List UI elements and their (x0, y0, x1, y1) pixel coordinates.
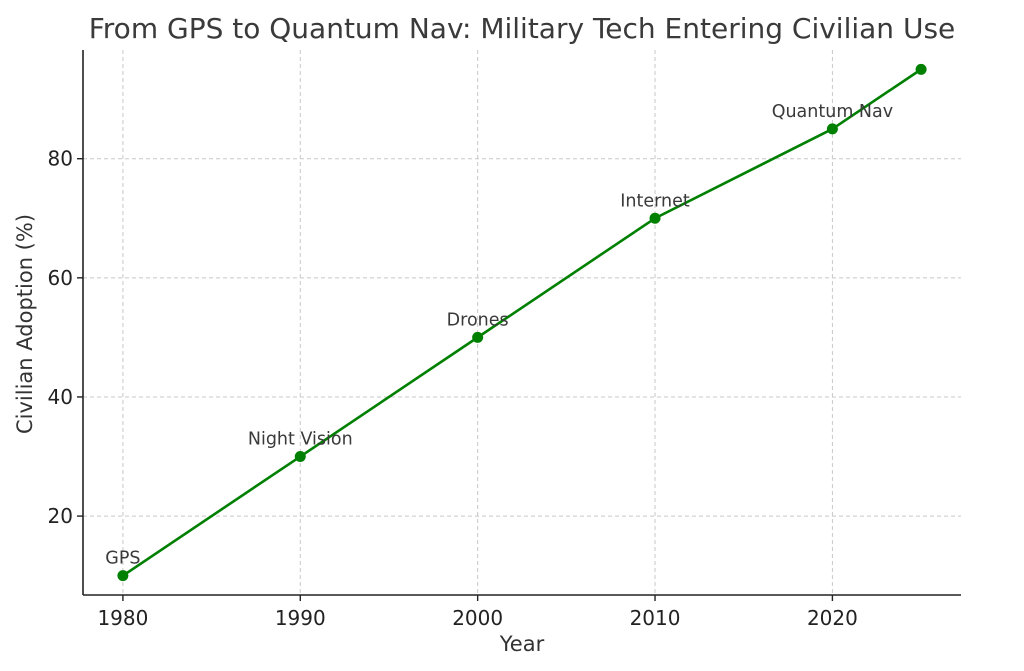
data-point (117, 570, 129, 582)
y-tick-label: 80 (48, 147, 73, 171)
data-series (117, 63, 927, 582)
annotations: GPS Night Vision Drones Internet Quantum Nav (105, 102, 893, 569)
point-annotation: Night Vision (248, 430, 353, 450)
data-point (826, 123, 838, 135)
point-annotation: Drones (447, 310, 509, 330)
data-point (649, 212, 661, 224)
data-point (472, 331, 484, 343)
point-annotation: Internet (620, 191, 690, 211)
x-tick-label: 2020 (807, 606, 858, 630)
data-point (294, 451, 306, 463)
grid (83, 50, 961, 595)
y-tick-label: 20 (48, 504, 73, 528)
x-tick-label: 2000 (452, 606, 503, 630)
y-tick-label: 40 (48, 385, 73, 409)
x-tick-label: 2010 (630, 606, 681, 630)
x-tick-label: 1990 (275, 606, 326, 630)
x-axis-label: Year (499, 632, 545, 656)
point-annotation: Quantum Nav (772, 102, 893, 122)
x-tick-label: 1980 (97, 606, 148, 630)
data-point (915, 63, 927, 75)
chart-title: From GPS to Quantum Nav: Military Tech E… (89, 12, 956, 45)
series-line (122, 68, 922, 577)
y-tick-label: 60 (48, 266, 73, 290)
point-annotation: GPS (105, 549, 140, 569)
y-axis-label: Civilian Adoption (%) (13, 214, 37, 434)
